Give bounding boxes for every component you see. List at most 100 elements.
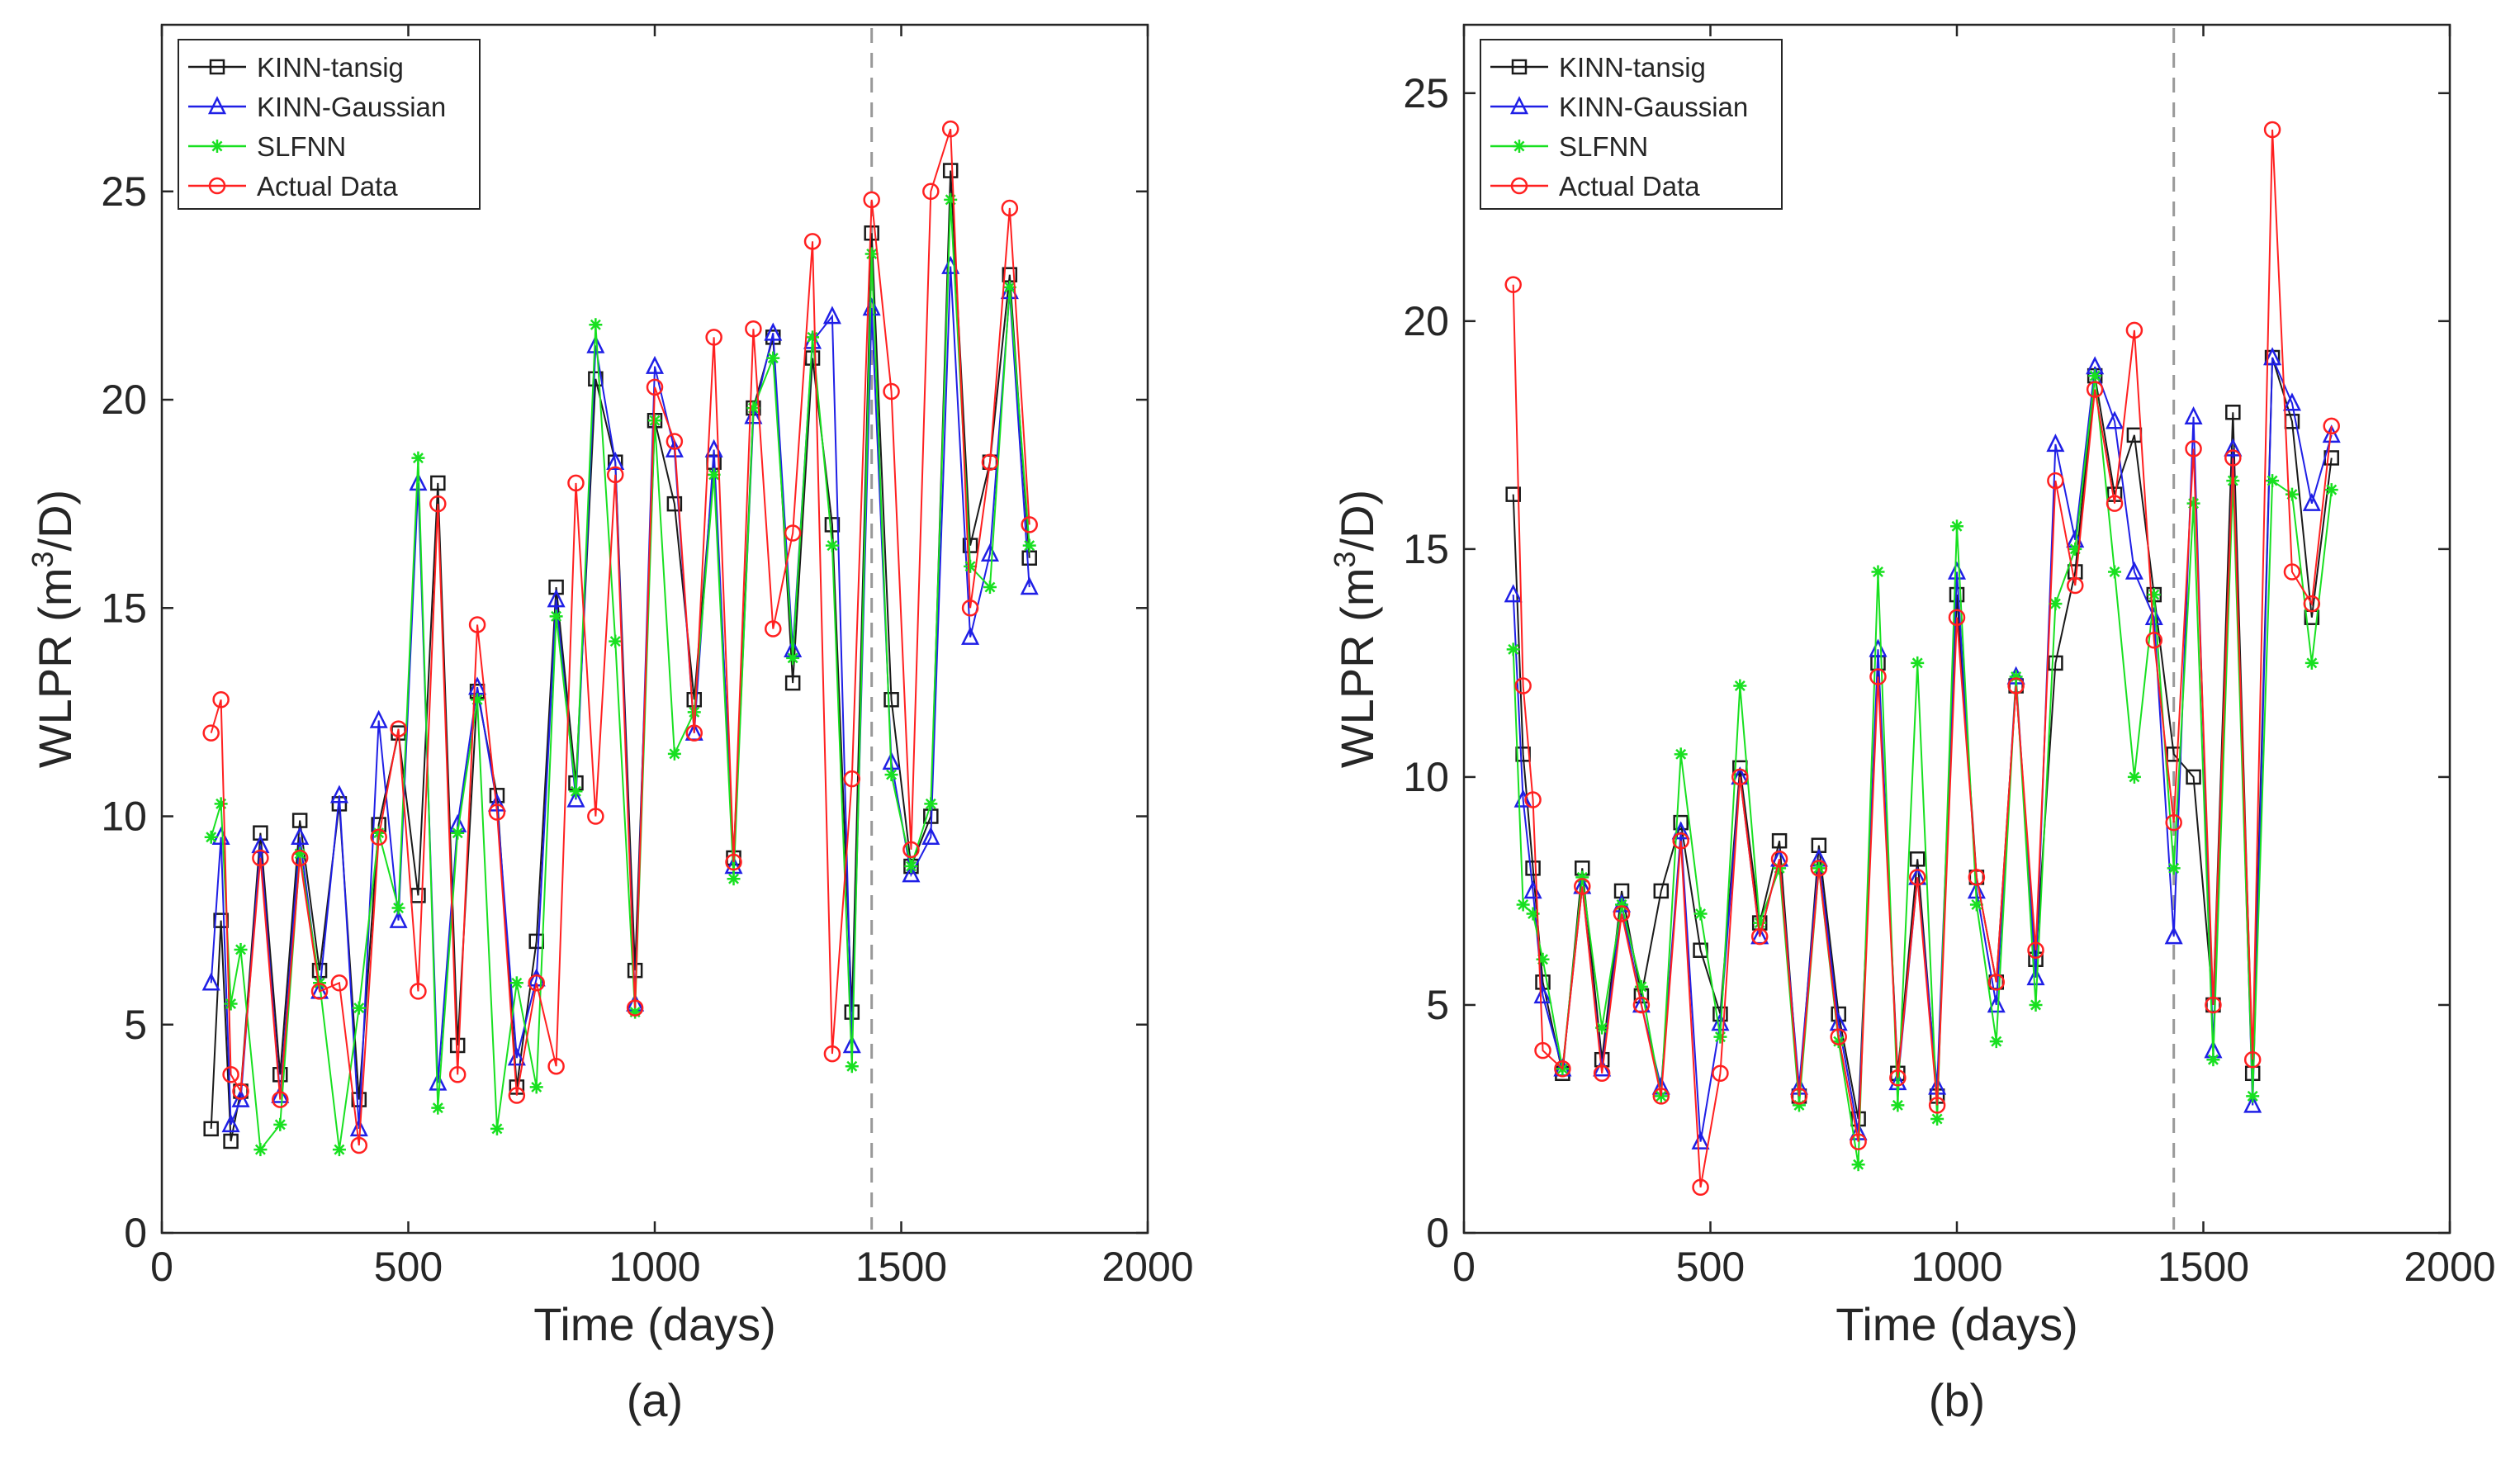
data-point-actual	[567, 474, 585, 492]
legend-marker	[207, 96, 227, 115]
series-line-slfnn	[210, 199, 1030, 1152]
data-point-actual	[2067, 576, 2084, 595]
data-point-kinn_gaussian	[961, 626, 980, 645]
data-point-actual	[1613, 905, 1631, 922]
data-point-slfnn	[1911, 656, 1925, 670]
data-point-slfnn	[332, 1143, 346, 1157]
data-point-kinn_tansig	[1505, 486, 1521, 502]
data-point-actual	[2185, 440, 2202, 457]
data-point-actual	[1514, 677, 1532, 694]
data-point-actual	[843, 770, 861, 788]
legend-label: KINN-Gaussian	[1559, 92, 1748, 122]
data-point-kinn_tansig	[272, 1067, 288, 1083]
x-tick-label: 0	[150, 1244, 173, 1290]
data-point-actual	[1908, 869, 1926, 886]
data-point-actual	[1830, 1028, 1847, 1045]
data-point-actual	[941, 120, 959, 138]
data-point-slfnn	[2088, 369, 2102, 383]
data-point-kinn_tansig	[1771, 832, 1788, 849]
data-point-kinn_tansig	[588, 371, 604, 387]
data-point-slfnn	[204, 830, 218, 844]
legend-label: KINN-tansig	[257, 52, 404, 83]
data-point-actual	[2047, 472, 2064, 490]
data-point-kinn_tansig	[253, 825, 268, 841]
data-point-actual	[803, 233, 822, 250]
data-point-actual	[2145, 632, 2163, 649]
data-point-slfnn	[471, 693, 485, 707]
data-point-slfnn	[1674, 747, 1688, 761]
data-point-kinn_gaussian	[2263, 347, 2282, 366]
data-point-actual	[370, 828, 387, 846]
data-point-actual	[1652, 1088, 1670, 1105]
data-point-actual	[1928, 1097, 1946, 1114]
data-point-slfnn	[983, 581, 997, 595]
legend-entry-kinn_gaussian: KINN-Gaussian	[1490, 92, 1748, 122]
data-point-actual	[547, 1057, 565, 1075]
data-point-actual	[410, 983, 427, 1000]
data-point-actual	[1869, 668, 1887, 685]
x-tick-label: 1500	[2158, 1244, 2249, 1290]
data-point-slfnn	[2304, 656, 2319, 670]
data-point-kinn_gaussian	[1691, 1131, 1710, 1150]
data-point-actual	[1632, 996, 1651, 1014]
series-line-slfnn	[1512, 375, 2333, 1165]
data-point-kinn_gaussian	[409, 472, 428, 491]
data-point-actual	[2263, 121, 2281, 139]
legend-entry-kinn_gaussian: KINN-Gaussian	[188, 92, 446, 122]
data-point-actual	[626, 999, 644, 1017]
x-axis-label: Time (days)	[533, 1298, 776, 1350]
data-point-slfnn	[786, 651, 800, 665]
data-point-actual	[202, 724, 220, 742]
data-point-kinn_gaussian	[369, 709, 388, 728]
data-point-kinn_gaussian	[251, 835, 270, 854]
data-point-actual	[902, 841, 920, 859]
series-line-actual	[210, 128, 1030, 1146]
data-point-kinn_gaussian	[902, 864, 921, 883]
data-point-slfnn	[1693, 907, 1708, 921]
data-point-kinn_gaussian	[2322, 424, 2341, 443]
data-point-kinn_gaussian	[547, 589, 566, 608]
data-point-slfnn	[391, 901, 405, 915]
data-point-actual	[1524, 791, 1542, 808]
data-point-actual	[606, 466, 624, 484]
legend-label: SLFNN	[257, 131, 346, 162]
data-point-slfnn	[529, 1080, 543, 1094]
data-point-actual	[961, 600, 979, 617]
x-tick-label: 2000	[2404, 1244, 2495, 1290]
data-point-actual	[2106, 495, 2124, 512]
data-point-slfnn	[687, 705, 701, 719]
data-point-kinn_tansig	[351, 1092, 367, 1107]
panel-label: (a)	[627, 1374, 683, 1426]
data-point-kinn_tansig	[2225, 405, 2241, 420]
data-point-slfnn	[352, 1001, 366, 1015]
data-point-actual	[2224, 449, 2242, 467]
data-point-kinn_gaussian	[1987, 994, 2006, 1013]
legend: KINN-tansig KINN-Gaussian SLFNN Actual Data	[178, 39, 481, 210]
data-point-actual	[429, 495, 447, 513]
data-point-actual	[784, 524, 802, 542]
data-point-kinn_tansig	[430, 475, 446, 491]
legend-marker	[1509, 96, 1529, 115]
data-point-actual	[212, 691, 230, 709]
data-point-kinn_gaussian	[2302, 492, 2321, 511]
data-point-actual	[330, 974, 348, 992]
data-point-kinn_gaussian	[566, 789, 585, 808]
data-point-slfnn	[884, 768, 898, 782]
data-point-slfnn	[224, 997, 238, 1011]
data-point-kinn_gaussian	[201, 972, 220, 991]
y-tick-label: 10	[1403, 754, 1449, 800]
data-point-actual	[232, 1083, 249, 1100]
data-point-actual	[252, 849, 269, 867]
data-point-slfnn	[2266, 474, 2280, 488]
y-axis-label: WLPR (m3/D)	[26, 490, 81, 768]
data-point-actual	[1987, 974, 2006, 991]
data-point-kinn_tansig	[548, 579, 564, 595]
data-point-kinn_gaussian	[2282, 392, 2301, 411]
data-point-slfnn	[1851, 1158, 1865, 1172]
data-point-kinn_gaussian	[2026, 967, 2045, 986]
x-axis-label: Time (days)	[1836, 1298, 2078, 1350]
y-tick-label: 15	[1403, 526, 1449, 572]
y-axis-label-main: WLPR (m	[1331, 568, 1383, 769]
legend-marker	[211, 140, 224, 153]
legend-label: KINN-tansig	[1559, 52, 1706, 83]
